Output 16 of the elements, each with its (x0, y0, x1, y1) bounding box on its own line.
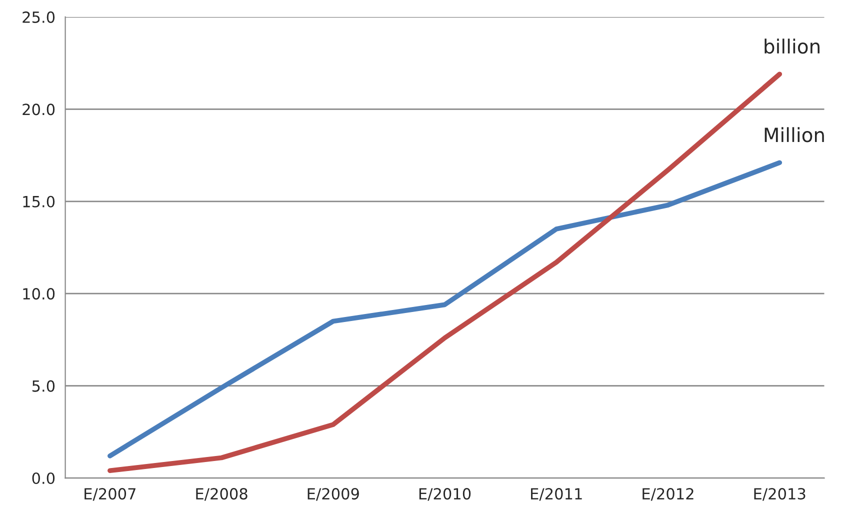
series-label: Million (764, 127, 824, 142)
series-label: billion (764, 38, 820, 54)
x-tick-label: E/2008 (196, 488, 248, 501)
y-tick-label: 0.0 (32, 472, 55, 484)
x-tick-label: E/2009 (308, 488, 359, 501)
y-tick-label: 5.0 (32, 380, 55, 392)
x-tick-label: E/2011 (531, 488, 582, 501)
x-tick-label: E/2007 (84, 488, 136, 501)
x-tick-label: E/2013 (754, 488, 806, 501)
x-tick-label: E/2010 (419, 488, 471, 501)
y-tick-label: 15.0 (23, 196, 55, 208)
y-tick-label: 20.0 (22, 104, 55, 116)
y-tick-label: 10.0 (23, 288, 55, 300)
line-series (108, 160, 782, 458)
y-tick-label: 25.0 (22, 11, 55, 23)
x-tick-label: E/2012 (642, 488, 694, 501)
